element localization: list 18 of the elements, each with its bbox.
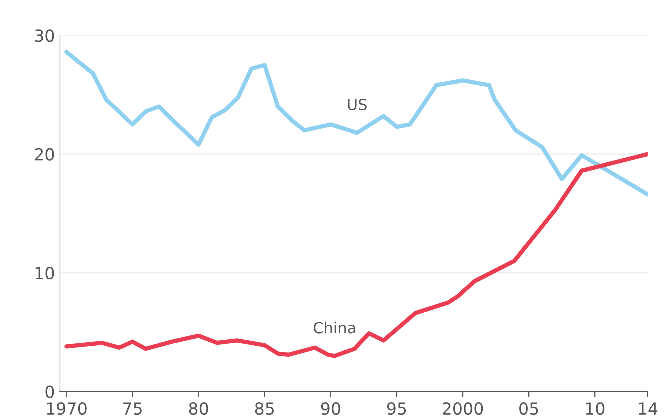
x-tick-label: 90 [321,402,340,416]
x-tick-label: 80 [189,402,208,416]
line-series [64,152,648,358]
series-label: China [314,322,356,334]
x-tick-label: 95 [387,402,406,416]
y-tick-label: 10 [36,267,54,280]
x-tick-label: 1970 [47,402,87,416]
x-tick-label: 85 [255,402,274,416]
y-tick-label: 20 [35,148,54,161]
series-label: US [348,99,367,111]
x-tick-label: 14 [639,402,658,415]
y-tick-label: 30 [35,30,54,42]
y-tick-label: 0 [46,386,54,398]
x-tick-label: 2000 [443,402,484,416]
x-tick-label: 05 [520,402,538,416]
x-tick-label: 10 [586,402,605,416]
x-tick-label: 75 [124,402,142,416]
line-series [64,50,648,197]
